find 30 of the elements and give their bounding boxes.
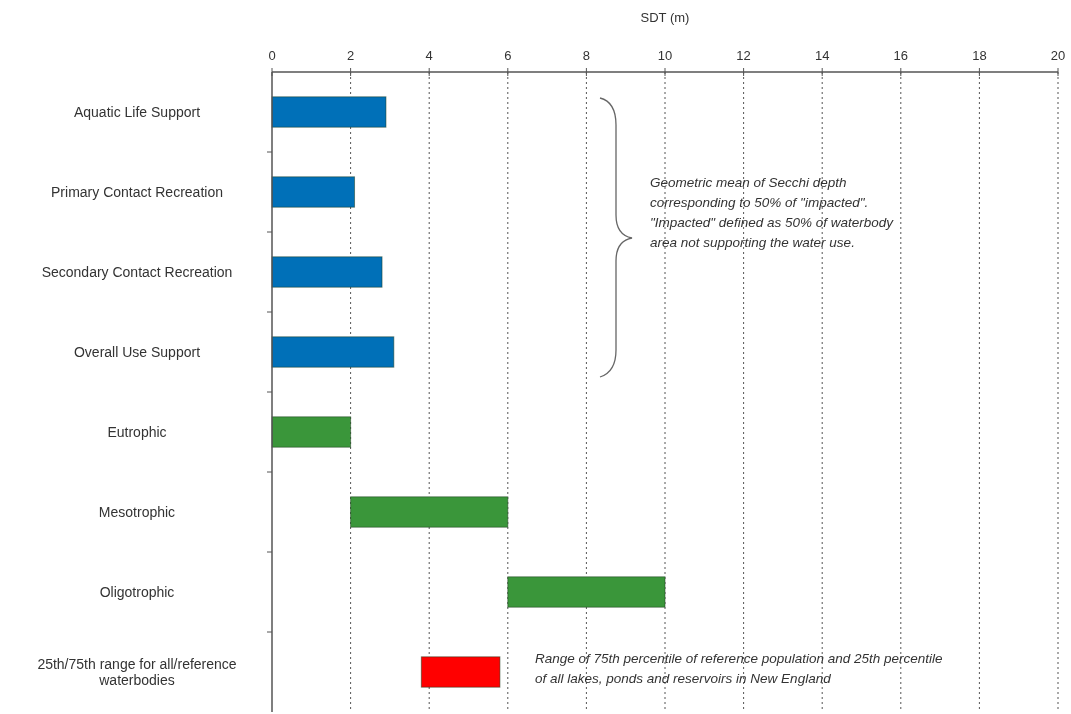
y-tick-label: Eutrophic [107,424,167,440]
y-tick-label: Mesotrophic [98,504,176,520]
bar [271,416,352,448]
x-tick-label: 18 [972,48,987,63]
x-tick-label: 2 [346,48,355,63]
bar [507,576,666,608]
bar [271,176,356,208]
bar [271,256,383,288]
y-tick-label: Secondary Contact Recreation [41,264,233,280]
annotation: Geometric mean of Secchi depth corresponding to 50% of "impacted". "Impacted" defined as 50% of waterbody area not supporting the water use. [650,175,895,250]
y-tick-label: Aquatic Life Support [73,104,201,120]
x-tick-label: 10 [657,48,673,63]
x-tick-label: 20 [1050,48,1066,63]
x-tick-label: 8 [582,48,591,63]
x-tick-label: 14 [814,48,830,63]
bar [271,96,387,128]
x-tick-label: 12 [736,48,751,63]
x-tick-label: 4 [425,48,433,63]
x-axis-title: SDT (m) [640,10,690,25]
y-tick-label: Overall Use Support [73,344,201,360]
y-tick-label: Oligotrophic [99,584,175,600]
bar [271,336,395,368]
y-tick-label: 25th/75th range for all/reference waterbodies [37,656,237,688]
x-tick-label: 0 [268,48,276,63]
x-tick-label: 16 [893,48,909,63]
annotation: Range of 75th percentile of reference population and 25th percentile of all lakes, ponds and reservoirs in New England [535,651,943,686]
bar [350,496,509,528]
x-tick-label: 6 [504,48,512,63]
bar [420,656,501,688]
y-tick-label: Primary Contact Recreation [51,184,223,200]
